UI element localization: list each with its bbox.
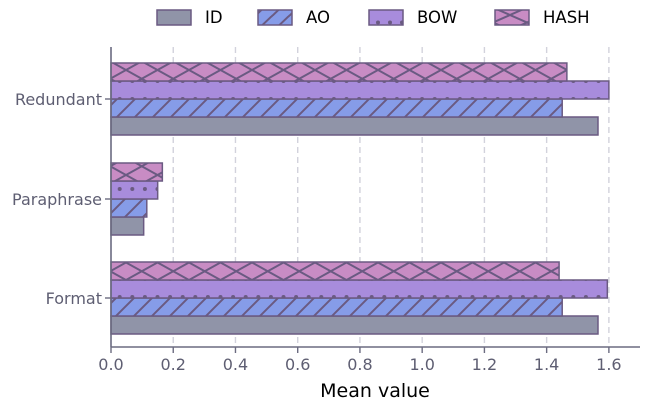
legend-swatch-hatch <box>369 10 403 25</box>
x-tick-label-1: 0.2 <box>161 355 186 374</box>
bar-hash-redundant <box>110 62 568 82</box>
legend-label: HASH <box>543 8 590 27</box>
legend-swatch <box>156 9 192 26</box>
bar-hatch <box>111 181 158 199</box>
x-axis-title: Mean value <box>320 380 430 402</box>
bar-hatch <box>111 280 608 298</box>
bar-hatch <box>111 63 567 81</box>
bar-hatch <box>111 163 163 181</box>
x-tick-label-3: 0.6 <box>285 355 310 374</box>
bar-hatch <box>111 199 147 217</box>
bar-ao-redundant <box>110 98 563 118</box>
legend-item-id: ID <box>156 8 223 27</box>
bar-ao-paraphrase <box>110 198 148 218</box>
bar-ao-format <box>110 297 563 317</box>
ticks: 0.0 0.2 0.4 0.6 0.8 1.0 1.2 1.4 1.6 Redundant Para… <box>12 90 622 374</box>
x-tick-label-5: 1.0 <box>409 355 434 374</box>
x-tick-label-2: 0.4 <box>223 355 248 374</box>
bar-id-format <box>110 315 599 335</box>
bar-hash-paraphrase <box>110 162 164 182</box>
x-tick-label-4: 0.8 <box>347 355 372 374</box>
bar-hatch <box>111 81 609 99</box>
x-tick-label-0: 0.0 <box>98 355 123 374</box>
legend-swatch-hatch <box>258 10 292 25</box>
bar-id-redundant <box>110 116 599 136</box>
y-tick-label-redundant: Redundant <box>15 90 102 109</box>
axes <box>110 47 640 348</box>
y-tick-label-paraphrase: Paraphrase <box>12 190 102 209</box>
y-tick-label-format: Format <box>46 289 102 308</box>
bar-fill <box>110 216 145 236</box>
legend-item-ao: AO <box>257 8 330 27</box>
bar-bow-format <box>110 279 609 299</box>
legend-label: AO <box>306 8 330 27</box>
x-tick-label-7: 1.4 <box>534 355 559 374</box>
bar-bow-paraphrase <box>110 180 159 200</box>
bar-fill <box>110 315 599 335</box>
x-tick-label-6: 1.2 <box>472 355 497 374</box>
bar-bow-redundant <box>110 80 610 100</box>
legend-item-bow: BOW <box>368 8 457 27</box>
x-tick-label-8: 1.6 <box>596 355 621 374</box>
bar-hatch <box>111 99 563 117</box>
bars <box>110 62 610 335</box>
bar-fill <box>110 116 599 136</box>
bar-hatch <box>111 262 560 280</box>
legend-label: BOW <box>417 8 457 27</box>
legend-label: ID <box>205 8 223 27</box>
bar-id-paraphrase <box>110 216 145 236</box>
legend-item-hash: HASH <box>494 8 590 27</box>
legend-swatch-hatch <box>495 10 529 25</box>
bar-hatch <box>111 298 563 316</box>
legend: ID AO BOW HASH <box>156 8 590 27</box>
bar-hash-format <box>110 261 560 281</box>
